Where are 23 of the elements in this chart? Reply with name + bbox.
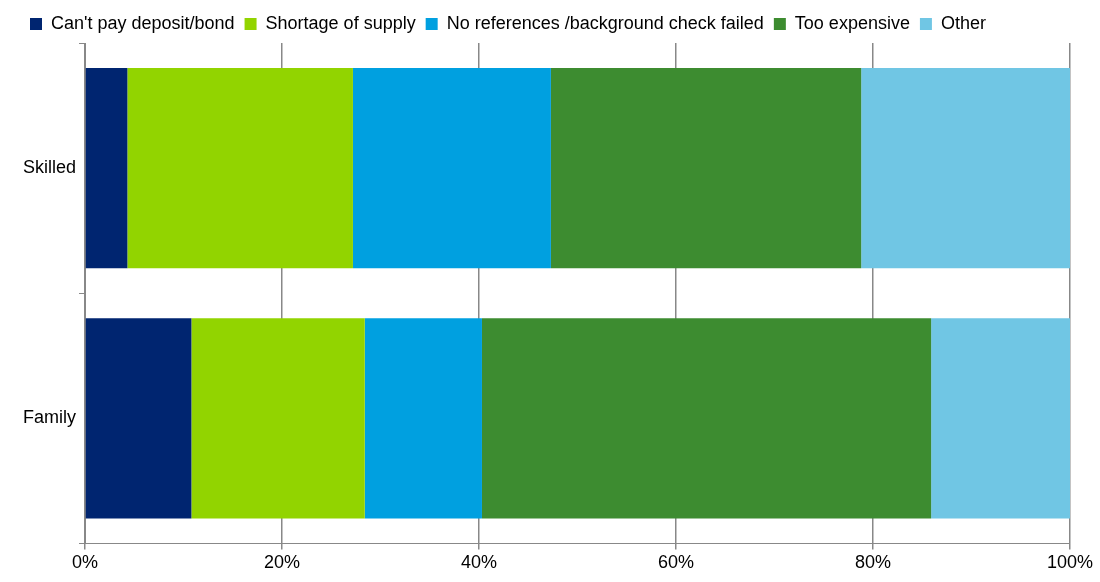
bar: [931, 318, 1070, 519]
bar: [85, 68, 128, 269]
x-tick-label: 20%: [264, 552, 301, 573]
bar: [85, 318, 192, 519]
legend-label: Other: [940, 12, 986, 33]
legend-label: Too expensive: [794, 12, 910, 33]
y-tick-label: Skilled: [22, 157, 77, 178]
x-tick-label: 100%: [1046, 552, 1094, 573]
x-tick-label: 40%: [461, 552, 498, 573]
bar: [481, 318, 932, 519]
bar: [127, 68, 353, 269]
bar: [550, 68, 862, 269]
x-tick-label: 60%: [657, 552, 695, 573]
x-tick-label: 0%: [72, 552, 99, 573]
legend-label: No references /background check failed: [446, 12, 764, 33]
x-tick-label: 80%: [854, 552, 892, 573]
y-tick-label: Family: [23, 407, 77, 428]
bar: [191, 318, 365, 519]
bar: [861, 68, 1070, 269]
legend-label: Can't pay deposit/bond: [51, 12, 235, 33]
legend-label: Shortage of supply: [265, 12, 416, 33]
bar: [364, 318, 482, 519]
bar: [352, 68, 551, 269]
